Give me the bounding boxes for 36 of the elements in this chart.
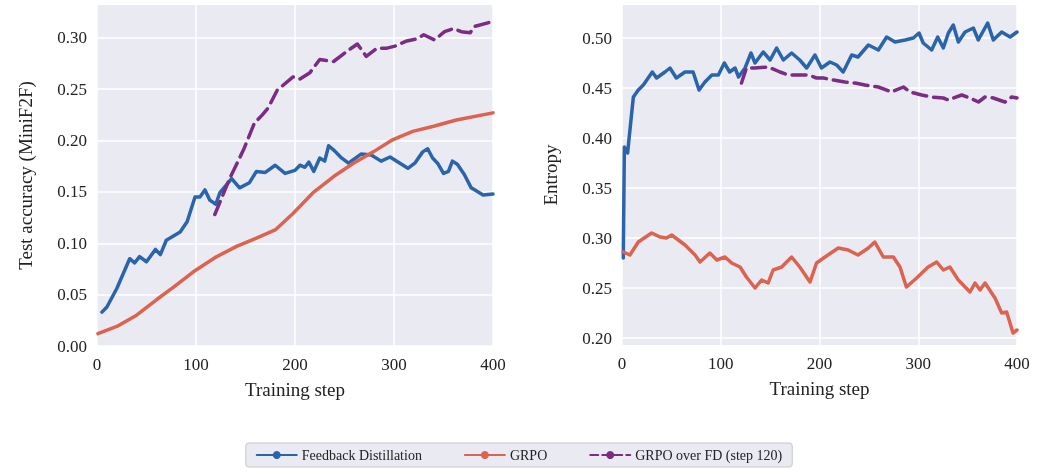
y-tick-label: 0.05 xyxy=(57,285,87,305)
y-axis-title: Test accuracy (MiniF2F) xyxy=(15,81,37,270)
y-tick-label: 0.00 xyxy=(57,336,87,356)
x-tick-label: 200 xyxy=(806,354,833,373)
y-tick-label: 0.45 xyxy=(582,78,612,98)
y-tick-label: 0.25 xyxy=(57,79,87,99)
line-series xyxy=(621,231,1019,335)
y-tick-label: 0.20 xyxy=(582,328,612,348)
x-tick-label: 400 xyxy=(480,355,506,374)
line-series xyxy=(621,21,1019,260)
x-tick-label: 200 xyxy=(282,355,308,374)
x-tick-label: 100 xyxy=(708,354,734,373)
y-tick-label: 0.35 xyxy=(582,178,612,198)
y-tick-label: 0.50 xyxy=(582,28,612,48)
legend-label: Feedback Distillation xyxy=(301,447,422,463)
x-tick-label: 0 xyxy=(92,355,102,374)
legend-label: GRPO over FD (step 120) xyxy=(635,447,783,464)
x-tick-label: 300 xyxy=(905,354,931,373)
x-axis-title: Training step xyxy=(244,379,346,400)
y-axis-title: Entropy xyxy=(540,143,561,206)
y-tick-label: 0.20 xyxy=(57,131,87,151)
x-tick-label: 400 xyxy=(1004,354,1030,373)
line-series xyxy=(96,111,495,336)
y-tick-label: 0.15 xyxy=(57,182,87,202)
line-series xyxy=(100,143,495,314)
x-axis-title: Training step xyxy=(769,378,870,399)
y-tick-label: 0.10 xyxy=(57,233,87,253)
x-tick-label: 100 xyxy=(183,355,209,374)
line-series xyxy=(739,65,1019,104)
y-tick-label: 0.30 xyxy=(582,228,612,248)
legend-label: GRPO xyxy=(509,447,548,463)
y-tick-label: 0.30 xyxy=(57,28,87,48)
x-tick-label: 300 xyxy=(381,355,407,374)
x-tick-label: 0 xyxy=(617,354,627,373)
y-tick-label: 0.25 xyxy=(582,278,612,298)
y-tick-label: 0.40 xyxy=(582,128,612,148)
